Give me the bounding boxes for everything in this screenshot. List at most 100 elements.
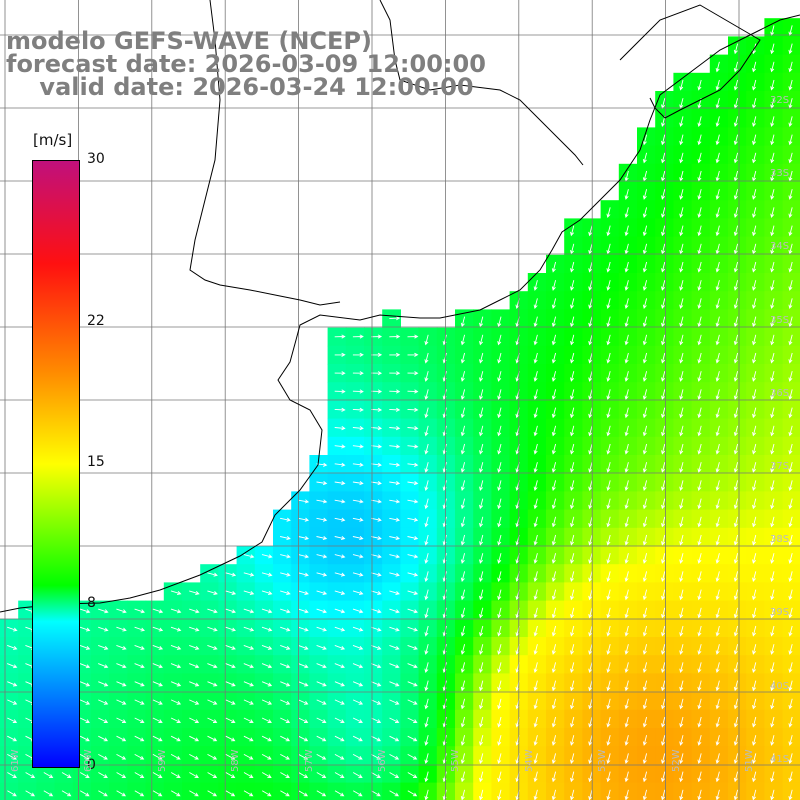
wind-arrow [624, 389, 629, 401]
wind-arrow [389, 407, 401, 412]
wind-arrow [588, 607, 593, 619]
wind-arrow [770, 116, 775, 128]
wind-arrow [697, 644, 702, 655]
wind-arrow [551, 389, 557, 401]
wind-arrow [570, 225, 575, 237]
wind-cell [254, 782, 274, 800]
wind-arrow [715, 407, 720, 419]
wind-arrow [352, 644, 364, 650]
wind-cell [327, 782, 347, 800]
wind-arrow [642, 680, 648, 692]
wind-arrow [770, 371, 775, 382]
wind-arrow [624, 407, 629, 419]
wind-arrow [606, 425, 611, 437]
wind-arrow [642, 516, 648, 528]
wind-arrow [752, 571, 757, 583]
wind-arrow [606, 662, 611, 674]
wind-arrow [661, 698, 666, 710]
wind-arrow [642, 134, 648, 146]
wind-arrow [98, 735, 109, 742]
wind-arrow [533, 753, 538, 765]
wind-arrow [225, 699, 236, 705]
wind-arrow [679, 261, 684, 273]
wind-arrow [588, 425, 593, 437]
wind-arrow [733, 261, 739, 273]
wind-arrow [551, 425, 557, 437]
wind-arrow [606, 243, 611, 255]
wind-arrow [116, 699, 127, 705]
wind-arrow [371, 444, 383, 449]
wind-arrow [207, 572, 218, 577]
wind-arrow [624, 261, 629, 273]
wind-arrow [770, 716, 775, 728]
wind-arrow [352, 389, 364, 394]
wind-arrow [352, 590, 364, 595]
wind-arrow [298, 554, 310, 559]
wind-arrow [261, 572, 273, 577]
wind-arrow [642, 771, 648, 783]
wind-arrow [371, 663, 382, 669]
wind-arrow [624, 498, 629, 510]
wind-arrow [189, 772, 199, 778]
wind-arrow [479, 534, 484, 546]
wind-arrow [352, 481, 364, 486]
wind-arrow [588, 407, 593, 419]
wind-arrow [551, 371, 557, 382]
wind-arrow [588, 698, 593, 710]
border-line [189, 0, 341, 306]
wind-arrow [642, 425, 648, 437]
wind-arrow [715, 352, 720, 364]
wind-arrow [661, 771, 666, 783]
wind-arrow [407, 590, 419, 595]
wind-arrow [261, 644, 273, 650]
wind-arrow [280, 754, 290, 760]
wind-arrow [752, 498, 757, 510]
wind-arrow [79, 626, 91, 632]
wind-arrow [570, 480, 575, 492]
wind-arrow [79, 754, 90, 760]
wind-arrow [588, 316, 593, 328]
wind-arrow [697, 334, 702, 346]
wind-arrow [679, 753, 684, 765]
wind-arrow [715, 298, 720, 310]
wind-arrow [661, 371, 666, 382]
wind-arrow [606, 553, 611, 564]
wind-arrow [261, 699, 273, 705]
wind-arrow [697, 134, 702, 146]
wind-arrow [788, 79, 793, 91]
wind-arrow [551, 771, 557, 783]
wind-arrow [770, 352, 775, 364]
wind-arrow [606, 298, 611, 310]
wind-arrow [497, 698, 502, 710]
wind-arrow [424, 462, 429, 473]
wind-arrow [479, 462, 484, 473]
wind-arrow [642, 389, 648, 401]
wind-arrow [497, 462, 502, 473]
wind-arrow [152, 754, 163, 760]
wind-arrow [134, 663, 145, 669]
wind-arrow [98, 717, 109, 723]
wind-arrow [788, 280, 793, 291]
wind-arrow [661, 534, 666, 546]
wind-arrow [733, 607, 739, 619]
wind-arrow [606, 534, 611, 546]
wind-arrow [624, 680, 629, 692]
wind-arrow [479, 625, 484, 637]
wind-arrow [752, 79, 757, 91]
wind-arrow [134, 644, 145, 650]
wind-arrow [460, 334, 466, 346]
wind-arrow [551, 625, 557, 637]
wind-arrow [334, 389, 346, 394]
wind-arrow [533, 644, 538, 655]
wind-arrow [770, 134, 775, 146]
wind-arrow [280, 608, 291, 614]
wind-arrow [152, 626, 164, 632]
wind-arrow [407, 462, 419, 467]
wind-arrow [588, 443, 593, 455]
wind-arrow [407, 608, 418, 614]
wind-arrow [733, 152, 739, 164]
wind-arrow [624, 771, 629, 783]
wind-arrow [371, 699, 382, 705]
wind-arrow [733, 280, 739, 291]
wind-arrow [733, 716, 739, 728]
